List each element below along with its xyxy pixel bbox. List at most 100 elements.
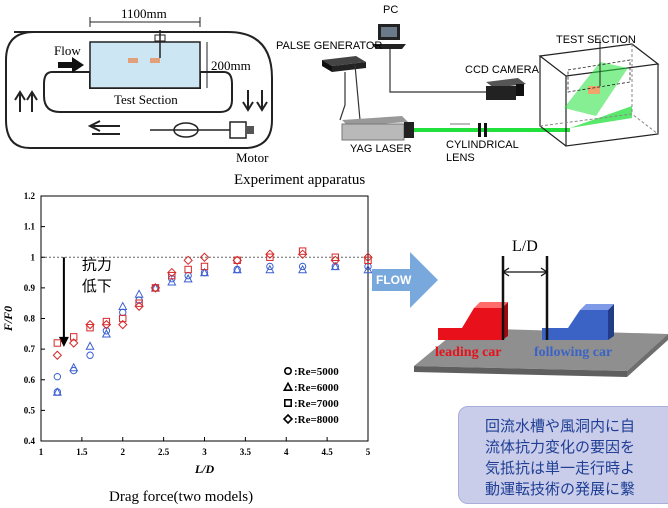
motor-label: Motor <box>236 150 269 165</box>
x-tick-label: 1.5 <box>76 447 88 457</box>
pc-label: PC <box>383 4 399 16</box>
y-tick-label: 1 <box>31 252 36 262</box>
data-point <box>119 314 127 323</box>
data-point <box>168 271 176 280</box>
y-tick-label: 0.7 <box>24 344 36 354</box>
data-point <box>102 317 111 326</box>
series-Re=8000 <box>52 249 373 360</box>
data-point <box>150 283 161 293</box>
annotation-line-2: 低下 <box>82 277 112 295</box>
yag-laser-label: YAG LASER <box>350 143 412 155</box>
data-point <box>200 262 209 271</box>
data-point <box>70 333 78 341</box>
data-point <box>265 249 275 259</box>
data-point <box>135 299 143 307</box>
data-point <box>134 301 144 311</box>
x-tick-label: 4 <box>284 447 289 457</box>
data-point <box>150 283 160 292</box>
note-line-1: 回流水槽や風洞内に自 <box>485 417 636 435</box>
y-tick-label: 0.9 <box>24 283 36 293</box>
y-tick-label: 0.8 <box>24 314 36 324</box>
x-tick-label: 3.5 <box>240 447 252 457</box>
flow-arrow-label: FLOW <box>376 273 412 287</box>
ld-label: L/D <box>512 238 538 255</box>
x-tick-label: 1 <box>39 447 44 457</box>
tunnel-height-label: 200mm <box>211 58 251 73</box>
water-tunnel-diagram <box>5 17 273 149</box>
test-section-box-label: TEST SECTION <box>556 34 636 46</box>
note-line-4: 動運転技術の発展に繫 <box>485 480 636 498</box>
data-point <box>330 261 340 271</box>
legend-label: :Re=7000 <box>294 398 339 410</box>
data-point <box>183 273 193 283</box>
legend-marker <box>282 381 294 391</box>
data-point <box>199 267 210 277</box>
tunnel-length-label: 1100mm <box>121 6 167 21</box>
y-tick-label: 1.1 <box>24 222 36 232</box>
pulse-generator-label: PALSE GENERATOR <box>276 40 383 52</box>
drag-reduction-arrowhead <box>58 336 69 347</box>
x-tick-label: 5 <box>366 447 371 457</box>
y-tick-label: 0.5 <box>24 405 36 415</box>
y-tick-label: 0.4 <box>24 436 36 446</box>
y-tick-label: 0.6 <box>24 375 36 385</box>
test-section-label: Test Section <box>114 92 178 107</box>
legend-marker <box>282 413 294 425</box>
data-point <box>184 265 192 274</box>
chart-caption: Drag force(two models) <box>109 489 254 505</box>
data-point <box>298 264 308 274</box>
data-point <box>85 341 95 350</box>
data-point <box>363 252 373 262</box>
data-point <box>68 338 79 348</box>
data-point <box>232 255 242 266</box>
data-point <box>266 262 274 271</box>
data-point <box>363 264 373 274</box>
data-point <box>183 255 193 266</box>
legend-label: :Re=8000 <box>294 414 339 426</box>
data-point <box>102 327 111 335</box>
data-point <box>232 264 242 274</box>
series-Re=7000 <box>53 247 372 347</box>
leading-car-label: leading car <box>435 345 502 360</box>
data-point <box>364 256 372 265</box>
summary-note: 回流水槽や風洞内に自 流体抗力変化の要因を 気抵抗は単一走行時よ 動運転技術の発… <box>458 406 668 504</box>
data-point <box>167 276 177 286</box>
following-car-label: following car <box>534 345 613 360</box>
data-point <box>134 289 144 298</box>
lens-label: LENS <box>446 152 475 164</box>
car-models-diagram <box>372 252 668 377</box>
data-point <box>199 252 210 262</box>
note-line-3: 気抵抗は単一走行時よ <box>485 459 636 477</box>
data-point <box>53 372 62 381</box>
annotation-line-1: 抗力 <box>82 256 112 274</box>
legend-marker <box>283 399 292 408</box>
data-point <box>119 308 127 317</box>
data-point <box>233 256 241 265</box>
x-tick-label: 2 <box>121 447 126 457</box>
note-line-2: 流体抗力変化の要因を <box>485 438 636 456</box>
data-point <box>53 339 62 347</box>
data-point <box>86 351 94 359</box>
data-point <box>167 267 177 278</box>
data-point <box>86 323 94 332</box>
piv-setup-diagram <box>322 24 660 147</box>
data-point <box>118 319 128 330</box>
data-point <box>101 319 112 330</box>
data-point <box>298 262 307 271</box>
legend-marker <box>283 367 292 376</box>
data-point <box>101 329 111 338</box>
data-point <box>69 362 79 372</box>
y-tick-label: 1.2 <box>24 191 36 201</box>
x-axis-label: L/D <box>194 462 215 476</box>
data-point <box>52 350 63 360</box>
data-point <box>266 253 274 261</box>
apparatus-caption: Experiment apparatus <box>234 172 366 188</box>
cylindrical-label: CYLINDRICAL <box>446 139 519 151</box>
data-point <box>118 301 128 310</box>
drag-force-chart: 1 1.5 2 2.5 3 3.5 4 4.5 5 0.4 0.5 0.6 0.7 0.8 0.9 1 1.1 1… <box>1 191 373 476</box>
data-point <box>265 264 275 274</box>
x-tick-label: 4.5 <box>322 447 334 457</box>
data-point <box>330 255 341 266</box>
legend-label: :Re=5000 <box>294 366 339 378</box>
data-point <box>85 319 95 330</box>
